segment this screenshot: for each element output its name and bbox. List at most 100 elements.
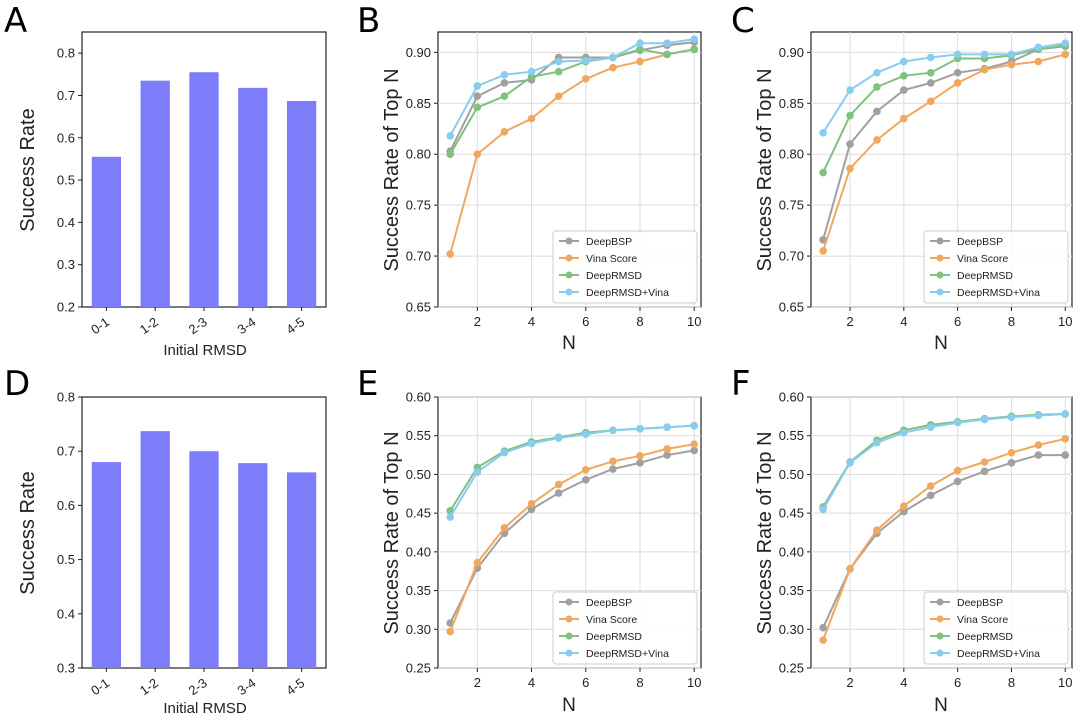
data-point [1061,50,1070,59]
y-tick-label: 0.75 [406,198,431,213]
x-axis-label: Initial RMSD [163,342,247,359]
data-point [473,92,482,100]
data-point [527,500,536,508]
data-point [1034,57,1043,66]
data-point [636,45,644,54]
series-line-1 [449,443,695,632]
data-point [554,434,563,442]
data-point [1034,43,1043,52]
data-point [819,623,827,632]
x-tick-label: 3-4 [235,314,259,337]
y-tick-label: 0.2 [57,300,75,315]
data-point [926,53,935,62]
data-point [873,107,881,116]
y-axis-label: Success Rate of Top N [754,431,776,634]
data-point [554,92,563,100]
series-line-1 [822,53,1066,252]
x-tick-label: 2 [474,675,481,690]
legend-marker [565,271,573,279]
data-point [926,491,935,500]
x-tick-label: 2-3 [186,314,210,337]
x-tick-label: 2-3 [186,675,210,698]
x-tick-label: 2 [474,314,481,329]
legend-box [923,591,1069,665]
legend: DeepBSP Vina Score DeepRMSD DeepRMSD+Vina [923,591,1069,665]
x-tick-label: 8 [636,675,643,690]
x-axis-label: N [562,695,576,716]
series-line-1 [449,48,695,255]
data-point [1061,410,1070,418]
data-point [527,67,536,76]
y-tick-label: 0.60 [406,390,431,405]
data-point [980,415,989,424]
x-tick-label: 10 [687,314,701,329]
data-point [980,50,989,59]
data-point [926,97,935,106]
x-tick-label: 10 [1058,314,1072,329]
data-point [900,57,908,66]
data-point [500,128,509,136]
y-tick-label: 0.75 [779,198,804,213]
data-point [500,448,509,457]
y-tick-label: 0.30 [779,622,804,637]
legend-marker [936,271,944,279]
data-point [581,430,590,438]
data-point [500,70,509,79]
x-tick-label: 1-2 [137,675,161,698]
y-tick-label: 0.35 [406,583,431,598]
data-point [609,457,617,466]
data-point [953,477,962,486]
legend-label: DeepRMSD [957,270,1013,282]
panel-letter: A [4,1,27,41]
data-point [1061,435,1070,443]
legend-marker [565,649,573,657]
series-line-0 [822,45,1066,241]
data-point [663,445,671,453]
y-tick-label: 0.85 [406,96,431,111]
data-point [554,57,563,66]
y-tick-label: 0.3 [57,661,75,676]
data-point [926,79,935,87]
x-axis-label: N [562,333,576,354]
panel-d: D 0.3 0.4 0.5 0.6 0.7 0.8 Success Rate 0-1 1-2 2-3… [4,364,327,717]
series-line-0 [449,41,695,152]
bar-4-5 [286,100,317,307]
y-tick-label: 0.3 [57,257,75,272]
data-point [690,440,699,449]
data-point [473,82,482,90]
data-point [609,426,617,435]
y-tick-label: 0.55 [406,428,431,443]
data-point [873,526,881,534]
data-point [1034,441,1043,449]
legend-label: Vina Score [586,614,637,626]
data-point [636,459,644,467]
data-point [527,439,536,448]
series-line-3 [822,42,1066,134]
data-point [500,92,509,100]
y-tick-label: 0.8 [57,390,75,405]
data-point [1007,50,1016,59]
data-point [500,79,509,87]
legend-marker [936,288,944,296]
x-tick-label: 3-4 [235,675,259,698]
data-point [926,482,935,490]
series-line-2 [822,413,1066,508]
y-tick-label: 0.55 [779,428,804,443]
data-point [953,466,962,475]
legend-label: DeepBSP [586,597,632,609]
legend-label: DeepRMSD [586,270,642,282]
y-tick-label: 0.90 [779,45,804,60]
y-tick-label: 0.7 [57,444,75,459]
data-point [473,103,482,112]
data-point [636,424,644,433]
legend-label: DeepRMSD [957,631,1013,643]
data-point [581,476,590,484]
data-point [980,458,989,466]
y-tick-label: 0.50 [406,467,431,482]
data-point [446,627,455,636]
legend-label: DeepRMSD+Vina [586,648,669,660]
data-point [609,53,617,62]
x-tick-label: 8 [636,314,643,329]
